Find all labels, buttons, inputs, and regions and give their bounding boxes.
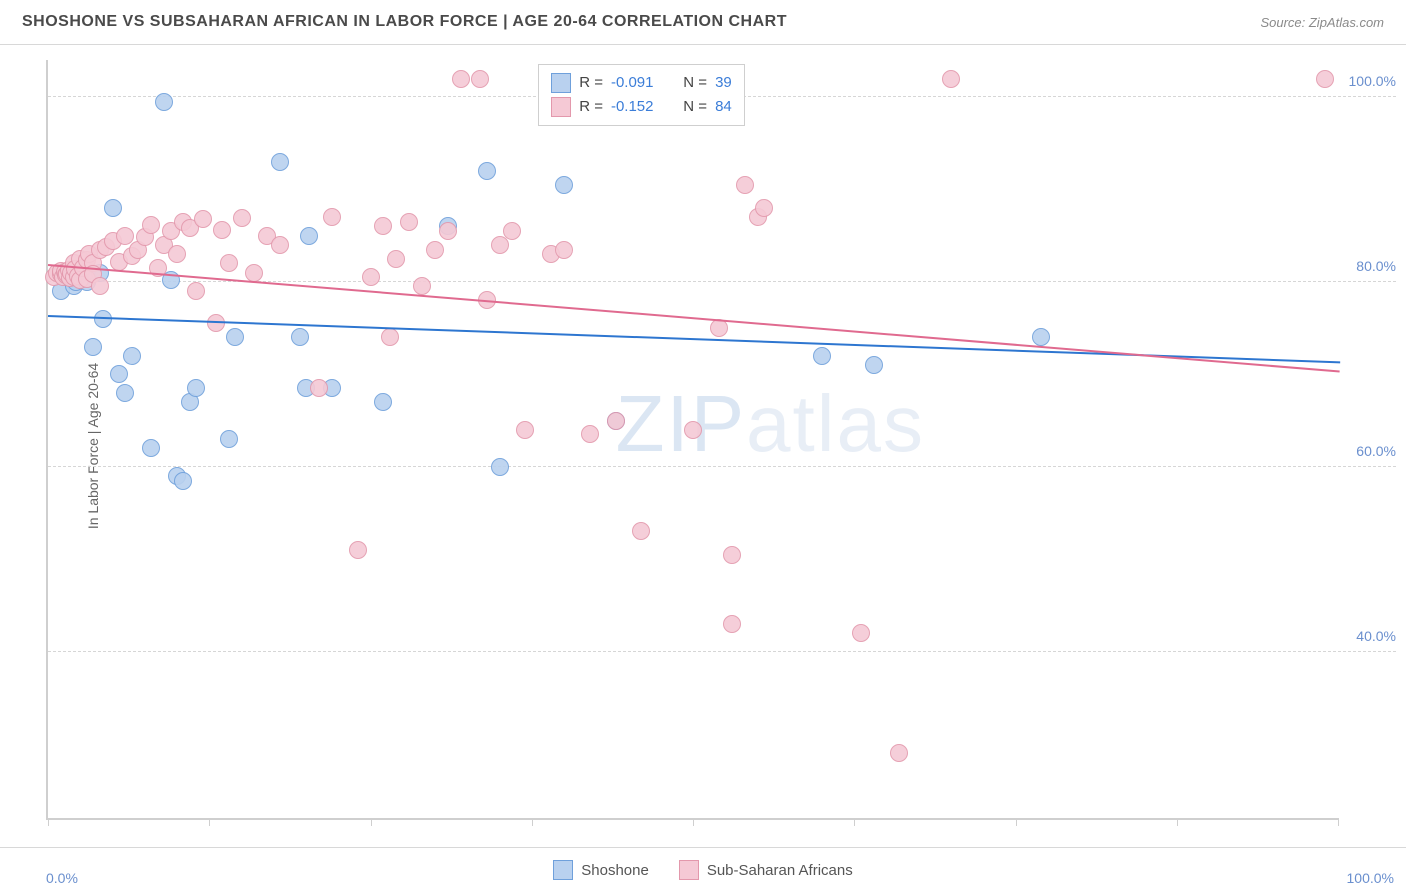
data-point bbox=[632, 522, 650, 540]
x-tick bbox=[1338, 818, 1339, 826]
data-point bbox=[852, 624, 870, 642]
x-tick bbox=[532, 818, 533, 826]
data-point bbox=[942, 70, 960, 88]
data-point bbox=[300, 227, 318, 245]
data-point bbox=[555, 241, 573, 259]
data-point bbox=[413, 277, 431, 295]
data-point bbox=[1316, 70, 1334, 88]
data-point bbox=[213, 221, 231, 239]
x-tick bbox=[48, 818, 49, 826]
y-tick-label: 40.0% bbox=[1356, 628, 1396, 644]
data-point bbox=[865, 356, 883, 374]
x-tick bbox=[1016, 818, 1017, 826]
data-point bbox=[226, 328, 244, 346]
x-tick bbox=[1177, 818, 1178, 826]
data-point bbox=[555, 176, 573, 194]
data-point bbox=[220, 430, 238, 448]
x-tick bbox=[371, 818, 372, 826]
data-point bbox=[168, 245, 186, 263]
data-point bbox=[471, 70, 489, 88]
data-point bbox=[174, 472, 192, 490]
data-point bbox=[516, 421, 534, 439]
data-point bbox=[245, 264, 263, 282]
y-tick-label: 80.0% bbox=[1356, 258, 1396, 274]
data-point bbox=[349, 541, 367, 559]
data-point bbox=[736, 176, 754, 194]
legend-swatch-icon bbox=[679, 860, 699, 880]
stats-row: R = -0.152 N = 84 bbox=[551, 95, 732, 119]
chart-header: SHOSHONE VS SUBSAHARAN AFRICAN IN LABOR … bbox=[0, 0, 1406, 45]
data-point bbox=[755, 199, 773, 217]
stats-box: R = -0.091 N = 39R = -0.152 N = 84 bbox=[538, 64, 745, 126]
data-point bbox=[400, 213, 418, 231]
x-axis-min-label: 0.0% bbox=[46, 870, 78, 886]
data-point bbox=[387, 250, 405, 268]
data-point bbox=[813, 347, 831, 365]
data-point bbox=[84, 338, 102, 356]
data-point bbox=[374, 393, 392, 411]
data-point bbox=[381, 328, 399, 346]
chart-title: SHOSHONE VS SUBSAHARAN AFRICAN IN LABOR … bbox=[22, 13, 787, 31]
data-point bbox=[116, 384, 134, 402]
y-tick-label: 60.0% bbox=[1356, 443, 1396, 459]
data-point bbox=[91, 277, 109, 295]
data-point bbox=[1032, 328, 1050, 346]
source-label: Source: ZipAtlas.com bbox=[1260, 15, 1384, 30]
stats-swatch-icon bbox=[551, 97, 571, 117]
data-point bbox=[110, 365, 128, 383]
y-tick-label: 100.0% bbox=[1349, 73, 1396, 89]
stats-swatch-icon bbox=[551, 73, 571, 93]
data-point bbox=[207, 314, 225, 332]
plot-area: ZIPatlas 40.0%60.0%80.0%100.0%R = -0.091… bbox=[46, 60, 1338, 820]
x-axis-max-label: 100.0% bbox=[1347, 870, 1394, 886]
data-point bbox=[491, 458, 509, 476]
data-point bbox=[187, 379, 205, 397]
data-point bbox=[478, 162, 496, 180]
x-tick bbox=[854, 818, 855, 826]
legend-label: Shoshone bbox=[581, 862, 649, 879]
data-point bbox=[291, 328, 309, 346]
legend-footer: Shoshone Sub-Saharan Africans bbox=[0, 847, 1406, 892]
chart-container: In Labor Force | Age 20-64 ZIPatlas 40.0… bbox=[0, 44, 1406, 848]
data-point bbox=[323, 208, 341, 226]
data-point bbox=[723, 546, 741, 564]
x-tick bbox=[693, 818, 694, 826]
data-point bbox=[503, 222, 521, 240]
data-point bbox=[104, 199, 122, 217]
gridline bbox=[48, 466, 1396, 467]
legend-item-shoshone: Shoshone bbox=[553, 860, 649, 880]
data-point bbox=[187, 282, 205, 300]
gridline bbox=[48, 651, 1396, 652]
data-point bbox=[271, 153, 289, 171]
data-point bbox=[194, 210, 212, 228]
data-point bbox=[142, 216, 160, 234]
data-point bbox=[491, 236, 509, 254]
data-point bbox=[123, 347, 141, 365]
data-point bbox=[439, 222, 457, 240]
data-point bbox=[890, 744, 908, 762]
data-point bbox=[362, 268, 380, 286]
data-point bbox=[142, 439, 160, 457]
legend-label: Sub-Saharan Africans bbox=[707, 862, 853, 879]
data-point bbox=[607, 412, 625, 430]
watermark: ZIPatlas bbox=[616, 378, 925, 470]
data-point bbox=[374, 217, 392, 235]
data-point bbox=[723, 615, 741, 633]
data-point bbox=[684, 421, 702, 439]
stats-row: R = -0.091 N = 39 bbox=[551, 71, 732, 95]
data-point bbox=[155, 93, 173, 111]
data-point bbox=[452, 70, 470, 88]
data-point bbox=[233, 209, 251, 227]
data-point bbox=[426, 241, 444, 259]
data-point bbox=[310, 379, 328, 397]
data-point bbox=[581, 425, 599, 443]
legend-item-subsaharan: Sub-Saharan Africans bbox=[679, 860, 853, 880]
data-point bbox=[220, 254, 238, 272]
legend-swatch-icon bbox=[553, 860, 573, 880]
x-tick bbox=[209, 818, 210, 826]
data-point bbox=[271, 236, 289, 254]
